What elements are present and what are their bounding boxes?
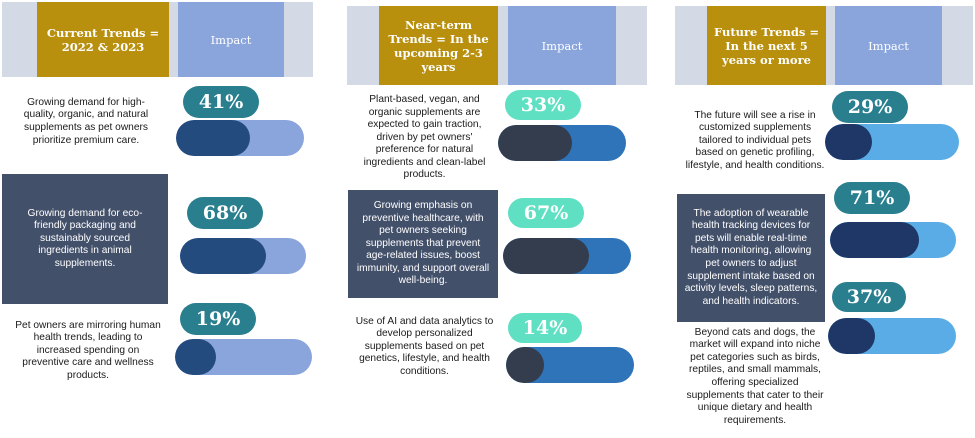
column-title-future: Future Trends = In the next 5 years or m… bbox=[707, 6, 826, 85]
percent-pill-current-2: 68% bbox=[187, 197, 263, 229]
percent-pill-near-3: 14% bbox=[508, 313, 582, 343]
trend-text-future-1: The future will see a rise in customized… bbox=[685, 109, 825, 171]
impact-bar-fill bbox=[506, 347, 545, 383]
impact-bar-current-2 bbox=[180, 238, 306, 274]
percent-pill-future-1: 29% bbox=[832, 91, 908, 123]
impact-bar-fill bbox=[176, 120, 251, 156]
impact-bar-near-3 bbox=[506, 347, 634, 383]
impact-bar-fill bbox=[180, 238, 266, 274]
impact-bar-fill bbox=[825, 124, 872, 160]
impact-bar-fill bbox=[828, 318, 876, 354]
impact-bar-current-1 bbox=[176, 120, 304, 156]
impact-bar-fill bbox=[503, 238, 589, 274]
impact-bar-future-3 bbox=[828, 318, 956, 354]
impact-bar-future-1 bbox=[825, 124, 959, 160]
percent-pill-near-1: 33% bbox=[505, 90, 581, 120]
impact-header-col3: Impact bbox=[835, 6, 942, 85]
column-title-current: Current Trends = 2022 & 2023 bbox=[37, 2, 169, 77]
trend-text-future-2: The adoption of wearable health tracking… bbox=[677, 194, 825, 322]
trend-text-future-3: Beyond cats and dogs, the market will ex… bbox=[686, 326, 824, 426]
percent-pill-current-1: 41% bbox=[183, 86, 259, 118]
impact-bar-future-2 bbox=[830, 222, 956, 258]
column-title-near-term: Near-term Trends = In the upcoming 2-3 y… bbox=[379, 6, 498, 85]
impact-bar-fill bbox=[830, 222, 920, 258]
impact-header-col2: Impact bbox=[508, 6, 616, 85]
percent-pill-future-2: 71% bbox=[834, 182, 910, 214]
impact-bar-near-2 bbox=[503, 238, 631, 274]
trend-text-current-1: Growing demand for high-quality, organic… bbox=[23, 96, 149, 146]
trend-text-near-2: Growing emphasis on preventive healthcar… bbox=[348, 190, 498, 298]
impact-header-col1: Impact bbox=[178, 2, 284, 77]
impact-bar-near-1 bbox=[498, 125, 626, 161]
trend-text-near-3: Use of AI and data analytics to develop … bbox=[355, 315, 494, 377]
percent-pill-near-2: 67% bbox=[508, 198, 584, 228]
percent-pill-future-3: 37% bbox=[832, 282, 906, 312]
impact-bar-current-3 bbox=[175, 339, 312, 375]
trend-text-current-3: Pet owners are mirroring human health tr… bbox=[15, 319, 161, 381]
trend-text-near-1: Plant-based, vegan, and organic suppleme… bbox=[363, 93, 486, 181]
percent-pill-current-3: 19% bbox=[180, 303, 256, 335]
impact-bar-fill bbox=[498, 125, 573, 161]
impact-bar-fill bbox=[175, 339, 217, 375]
trend-text-current-2: Growing demand for eco-friendly packagin… bbox=[2, 174, 168, 304]
